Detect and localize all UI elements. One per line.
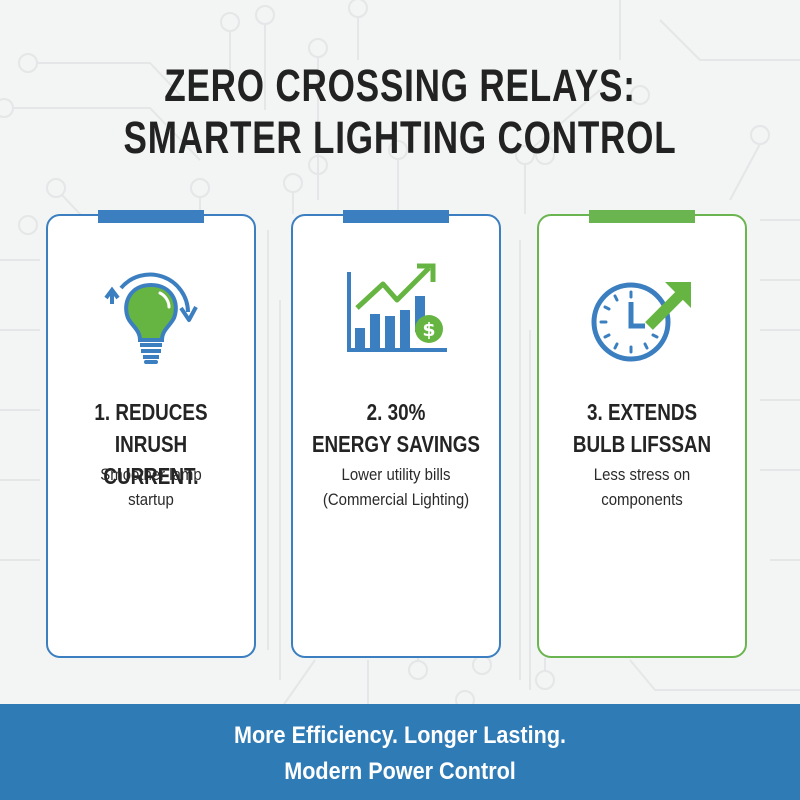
sub-line-1: Lower utility bills bbox=[341, 465, 451, 484]
heading-line-1: 3. EXTENDS bbox=[586, 399, 698, 425]
svg-text:$: $ bbox=[422, 319, 435, 341]
heading-line-1: 1. REDUCES bbox=[94, 399, 208, 425]
footer-banner: More Efficiency. Longer Lasting. Modern … bbox=[0, 704, 800, 800]
heading-line-2: ENERGY SAVINGS bbox=[311, 431, 481, 457]
card-tab bbox=[589, 210, 695, 223]
sub-line-2: startup bbox=[128, 490, 174, 509]
card-heading: 2. 30% ENERGY SAVINGS bbox=[312, 396, 481, 460]
card-tab bbox=[343, 210, 449, 223]
card-subtext: Smoother lamp startup bbox=[60, 462, 241, 512]
card-heading: 1. REDUCES INRUSH CURRENT. bbox=[67, 396, 236, 492]
card-heading: 3. EXTENDS BULB LIFSSAN bbox=[558, 396, 727, 460]
sub-line-1: Smoother lamp bbox=[100, 465, 202, 484]
heading-line-1: 2. 30% bbox=[366, 399, 426, 425]
title-line-1: ZERO CROSSING RELAYS: bbox=[164, 60, 636, 111]
growth-chart-dollar-icon: $ bbox=[347, 263, 447, 352]
page-title: ZERO CROSSING RELAYS: SMARTER LIGHTING C… bbox=[88, 60, 712, 164]
footer-line-1: More Efficiency. Longer Lasting. bbox=[233, 722, 567, 749]
feature-card-inrush: 1. REDUCES INRUSH CURRENT. Smoother lamp… bbox=[46, 210, 256, 658]
card-subtext: Lower utility bills (Commercial Lighting… bbox=[305, 462, 486, 512]
heading-line-2: BULB LIFSSAN bbox=[572, 431, 712, 457]
sub-line-2: (Commercial Lighting) bbox=[322, 490, 470, 509]
card-tab bbox=[98, 210, 204, 223]
feature-card-lifespan: 3. EXTENDS BULB LIFSSAN Less stress on c… bbox=[537, 210, 747, 658]
footer-line-2: Modern Power Control bbox=[284, 758, 516, 785]
heading-line-2: INRUSH CURRENT. bbox=[103, 431, 199, 489]
sub-line-2: components bbox=[601, 490, 683, 509]
title-line-2: SMARTER LIGHTING CONTROL bbox=[123, 112, 677, 163]
card-subtext: Less stress on components bbox=[551, 462, 732, 512]
lightbulb-cycle-icon bbox=[104, 272, 198, 364]
sub-line-1: Less stress on bbox=[593, 465, 691, 484]
clock-arrow-up-icon bbox=[591, 282, 691, 362]
feature-card-energy-savings: $ 2. 30% ENERGY SAVINGS Lower utility bi… bbox=[291, 210, 501, 658]
